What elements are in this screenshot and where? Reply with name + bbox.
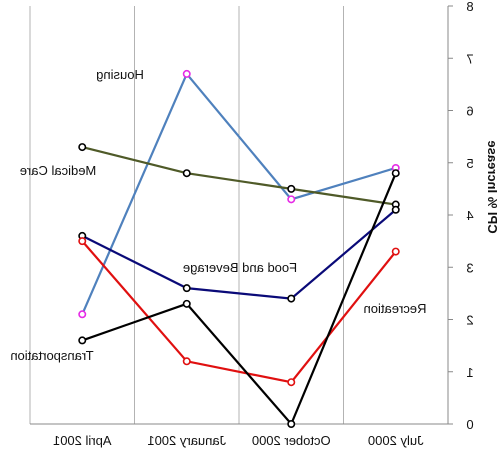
- data-point-transportation: [78, 336, 87, 345]
- series-line-transportation: [81, 172, 397, 427]
- data-point-transportation: [182, 299, 191, 308]
- series-label-food-and-beverage: Food and Beverage: [183, 260, 297, 275]
- data-point-recreation: [287, 378, 296, 387]
- x-tick-label: April 2001: [53, 433, 112, 448]
- x-tick-label: July 2000: [368, 433, 424, 448]
- y-tick-label: 3: [466, 260, 473, 275]
- series-group: [78, 69, 400, 428]
- series-line-recreation: [81, 240, 397, 384]
- y-tick-labels: 0 1 2 3 4 5 6 7 8: [448, 0, 474, 432]
- series-label-transportation: Transportation: [10, 348, 93, 363]
- data-point-food-and-beverage: [287, 294, 296, 303]
- series-label-medical-care: Medical Care: [20, 163, 97, 178]
- x-tick-label: October 2000: [252, 433, 331, 448]
- series-line-medical-care: [81, 146, 396, 206]
- y-tick-label: 4: [466, 208, 473, 223]
- x-tick-labels: July 2000 October 2000 January 2001 April 2…: [53, 433, 424, 448]
- data-point-recreation: [78, 237, 87, 246]
- data-point-medical-care: [78, 143, 87, 152]
- data-point-food-and-beverage: [391, 205, 400, 214]
- data-point-recreation: [391, 247, 400, 256]
- y-tick-label: 0: [466, 417, 473, 432]
- y-axis-label: CPI % Increase: [485, 140, 500, 233]
- series-line-food-and-beverage: [81, 208, 397, 300]
- data-point-housing: [78, 310, 87, 319]
- series-label-housing: Housing: [96, 67, 144, 82]
- y-tick-label: 6: [466, 104, 473, 119]
- data-point-recreation: [182, 357, 191, 366]
- data-point-medical-care: [287, 184, 296, 193]
- data-point-housing: [287, 195, 296, 204]
- series-line-housing: [81, 71, 397, 315]
- data-point-housing: [182, 69, 191, 78]
- y-tick-label: 1: [466, 365, 473, 380]
- data-point-transportation: [391, 169, 400, 178]
- y-tick-label: 7: [466, 51, 473, 66]
- data-point-transportation: [287, 419, 296, 428]
- series-labels: Housing Medical Care Food and Beverage Recr…: [10, 67, 426, 363]
- y-tick-label: 5: [466, 156, 473, 171]
- x-tick-label: January 2001: [147, 433, 226, 448]
- y-tick-label: 2: [466, 313, 473, 328]
- data-point-food-and-beverage: [182, 284, 191, 293]
- data-point-medical-care: [182, 169, 191, 178]
- series-label-recreation: Recreation: [364, 301, 427, 316]
- y-tick-label: 8: [466, 0, 473, 14]
